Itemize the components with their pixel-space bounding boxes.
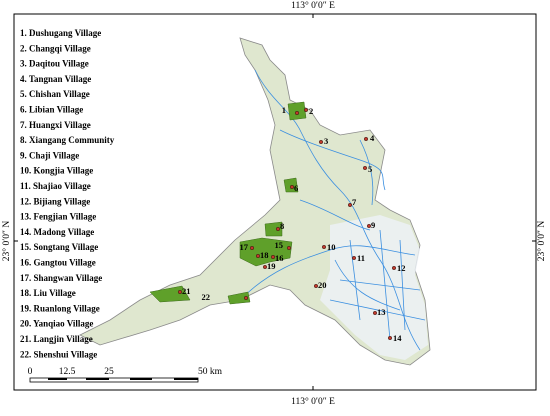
legend-entry: 20. Yanqiao Village (20, 319, 93, 329)
village-point (256, 253, 261, 258)
village-number: 1 (282, 105, 286, 115)
scale-label: 50 km (198, 367, 223, 377)
village-point (388, 336, 393, 341)
village-number: 5 (368, 164, 372, 174)
legend-entry: 3. Daqitou Village (20, 59, 89, 69)
legend-entry: 9. Chaji Village (20, 150, 79, 160)
village-number: 12 (397, 263, 406, 273)
village-point (243, 296, 248, 301)
legend-entry: 19. Ruanlong Village (20, 303, 100, 313)
village-number: 21 (182, 286, 191, 296)
village-point (249, 245, 254, 250)
village-point (314, 284, 319, 289)
legend-entry: 16. Gangtou Village (20, 258, 96, 268)
legend-entry: 6. Libian Village (20, 105, 83, 115)
scale-label: 0 (28, 367, 33, 377)
village-point (373, 311, 378, 316)
village-number: 14 (393, 333, 402, 343)
legend-entry: 22. Shenshui Village (20, 349, 97, 359)
rivers (239, 69, 426, 351)
village-point (322, 244, 327, 249)
village-point (364, 136, 369, 141)
village-point (392, 266, 397, 271)
village-point (352, 256, 357, 261)
legend-entry: 15. Songtang Village (20, 242, 98, 252)
village-number: 17 (240, 242, 249, 252)
legend-entry: 14. Madong Village (20, 227, 94, 237)
village-number: 2 (309, 106, 313, 116)
village-number: 4 (370, 133, 375, 143)
village-areas (149, 101, 307, 305)
right-coordinate: 23° 0′0″ N (536, 221, 547, 262)
village-point (276, 226, 281, 231)
scale-bar (29, 377, 199, 383)
legend-entry: 10. Kongjia Village (20, 166, 93, 176)
village-point (287, 245, 292, 250)
village-number: 6 (294, 183, 298, 193)
village-point (271, 254, 276, 259)
village-point (290, 184, 295, 189)
legend-entry: 2. Changqi Village (20, 43, 91, 53)
village-number: 9 (371, 220, 375, 230)
legend-entry: 13. Fengjian Village (20, 212, 96, 222)
village-number: 20 (318, 280, 327, 290)
legend-entry: 7. Huangxi Village (20, 120, 91, 130)
bottom-coordinate: 113° 0′0″ E (291, 396, 335, 407)
village-point (319, 139, 324, 144)
village-number: 16 (275, 253, 284, 263)
legend-entry: 8. Xiangang Community (20, 135, 115, 145)
village-number: 7 (352, 197, 357, 207)
village-point (177, 290, 182, 295)
legend-entry: 11. Shajiao Village (20, 181, 91, 191)
village-number: 8 (280, 221, 284, 231)
left-coordinate: 23° 0′0″ N (1, 221, 12, 262)
village-number: 18 (260, 250, 269, 260)
legend-entry: 1. Dushugang Village (20, 28, 101, 38)
scale-label: 12.5 (59, 367, 76, 377)
village-number: 11 (357, 253, 365, 263)
scale-label: 25 (104, 367, 114, 377)
village-point (263, 265, 268, 270)
legend-entry: 5. Chishan Village (20, 89, 90, 99)
village-number: 19 (267, 261, 276, 271)
village-number: 3 (324, 136, 328, 146)
legend-entry: 17. Shangwan Village (20, 273, 102, 283)
top-coordinate: 113° 0′0″ E (291, 0, 335, 11)
village-number: 15 (275, 240, 284, 250)
legend-entry: 18. Liu Village (20, 288, 76, 298)
village-point (295, 110, 300, 115)
village-point (363, 165, 368, 170)
village-number: 10 (327, 242, 336, 252)
village-number: 13 (377, 307, 386, 317)
village-point (367, 223, 372, 228)
village-number: 22 (202, 292, 211, 302)
legend-entry: 21. Langjin Village (20, 334, 93, 344)
village-point (304, 107, 309, 112)
legend-entry: 12. Bijiang Village (20, 196, 90, 206)
village-point (348, 202, 353, 207)
legend-entry: 4. Tangnan Village (20, 74, 91, 84)
